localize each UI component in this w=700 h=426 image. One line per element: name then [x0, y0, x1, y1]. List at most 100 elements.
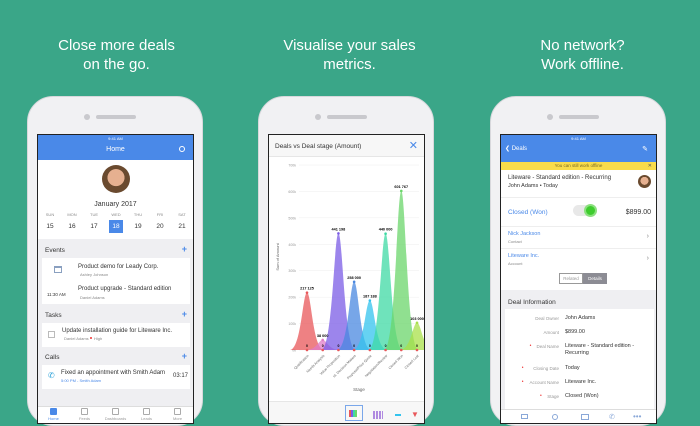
data-point[interactable]: [321, 338, 325, 342]
required-marker: •: [540, 393, 542, 399]
avatar: [102, 165, 130, 193]
account-link[interactable]: Liteware Inc.: [508, 253, 540, 259]
area-peak[interactable]: [321, 233, 356, 350]
leads-icon: [143, 408, 150, 415]
data-point[interactable]: [352, 280, 356, 284]
search-icon[interactable]: [179, 146, 185, 152]
chevron-right-icon: ›: [646, 233, 649, 240]
field-value: Liteware - Standard edition - Recurring: [565, 343, 635, 356]
data-label: 441 198: [332, 227, 346, 231]
data-point[interactable]: [384, 232, 387, 236]
field-label: Stage: [547, 394, 559, 399]
task-checkbox[interactable]: [48, 331, 55, 338]
task-item[interactable]: Update installation guide for Liteware I…: [62, 328, 173, 334]
offline-banner: You can still work offline: [501, 162, 656, 170]
dashboards-icon: [112, 408, 119, 415]
data-point[interactable]: [368, 299, 372, 302]
data-label: 440 000: [379, 228, 393, 232]
thumbs-up-icon: [584, 204, 597, 217]
edit-icon[interactable]: ✎: [642, 146, 648, 153]
tab-details[interactable]: Details: [583, 273, 607, 284]
event-time: 11:30 AM: [47, 292, 66, 297]
area-chart-button[interactable]: [345, 405, 363, 421]
day-cell[interactable]: 21: [178, 223, 186, 230]
won-toggle[interactable]: [573, 204, 597, 217]
bar-chart-button[interactable]: [373, 411, 383, 419]
zero-point: [384, 348, 387, 352]
data-label: 258 000: [347, 276, 361, 280]
call-item[interactable]: Fixed an appointment with Smith Adam: [61, 370, 166, 376]
zero-point: [415, 348, 419, 352]
tab-feeds[interactable]: Feeds: [69, 406, 100, 423]
area-peak[interactable]: [289, 292, 325, 350]
stage-status: Closed (Won): [508, 209, 548, 216]
tab-leads[interactable]: Leads: [131, 406, 162, 423]
zero-label: 0: [385, 344, 387, 348]
headline-3: No network? Work offline.: [540, 37, 625, 73]
zero-point: [399, 348, 403, 352]
contact-link[interactable]: Nick Jackson: [508, 231, 541, 237]
area-peak[interactable]: [384, 190, 419, 350]
zero-label: 0: [306, 344, 308, 348]
tab-home[interactable]: Home: [38, 406, 69, 423]
weekday-label: FRI: [156, 212, 164, 217]
add-call-button[interactable]: +: [181, 351, 187, 361]
task-priority: High: [94, 336, 103, 341]
event-item[interactable]: Product upgrade - Standard edition: [78, 286, 172, 292]
line-chart-button[interactable]: [395, 414, 401, 416]
headline-2: Visualise your sales metrics.: [283, 37, 416, 73]
add-task-button[interactable]: +: [181, 309, 187, 319]
owner-avatar: [638, 175, 651, 188]
phone-chart: Deals vs Deal stage (Amount) ✕ 0k 100k 200…: [258, 96, 434, 426]
day-cell[interactable]: 15: [46, 223, 54, 230]
zero-point: [368, 348, 372, 352]
more-icon: [174, 408, 181, 415]
field-label: Account Name: [529, 380, 559, 385]
zero-point: [352, 348, 356, 352]
tab-dashboards[interactable]: Dashboards: [100, 406, 131, 423]
call-icon[interactable]: ✆: [609, 414, 615, 421]
close-banner-icon[interactable]: ✕: [647, 163, 652, 169]
data-point[interactable]: [399, 189, 403, 193]
y-tick-label: 0k: [292, 349, 296, 353]
event-item[interactable]: Product demo for Leady Corp.: [78, 264, 159, 270]
add-event-button[interactable]: +: [181, 244, 187, 254]
status-bar: 9:41 AM: [108, 136, 123, 141]
weekday-label: TUE: [90, 212, 98, 217]
data-label: 103 000: [410, 317, 424, 321]
weekday-label: THU: [133, 212, 143, 217]
day-cell[interactable]: 18: [109, 220, 123, 233]
area-peak[interactable]: [399, 322, 425, 350]
deal-info-header: Deal Information: [508, 299, 556, 306]
day-cell[interactable]: 20: [156, 223, 164, 230]
home-screen: 9:41 AM Home January 2017 SUN 15 MON 16 TUE 1…: [37, 134, 194, 424]
day-cell[interactable]: 17: [90, 223, 98, 230]
tab-more[interactable]: More: [162, 406, 193, 423]
chevron-right-icon: ›: [646, 255, 649, 262]
funnel-chart-button[interactable]: ▼: [411, 410, 419, 419]
data-point[interactable]: [415, 321, 419, 325]
more-icon[interactable]: •••: [633, 412, 642, 421]
deal-screen: 9:41 AM ❮ Deals ✎ You can still work off…: [500, 134, 657, 424]
zero-point: [337, 348, 340, 352]
field-label: Deal Owner: [535, 316, 559, 321]
feeds-icon: [81, 408, 88, 415]
mail-icon[interactable]: [521, 414, 528, 419]
required-marker: •: [529, 343, 532, 349]
tab-label: Feeds: [78, 416, 91, 421]
data-point[interactable]: [305, 291, 309, 294]
y-tick-label: 200k: [288, 296, 296, 300]
back-button[interactable]: ❮ Deals: [505, 146, 528, 152]
data-label: 38 000: [317, 334, 329, 338]
home-title: Home: [106, 146, 125, 153]
day-cell[interactable]: 16: [68, 223, 76, 230]
calendar-icon[interactable]: [581, 414, 589, 420]
field-label: Deal Name: [536, 344, 559, 349]
close-icon[interactable]: ✕: [408, 140, 418, 152]
zero-point: [305, 348, 309, 352]
checkin-icon[interactable]: [552, 414, 558, 420]
call-duration: 03:17: [172, 373, 188, 379]
data-point[interactable]: [337, 232, 340, 235]
day-cell[interactable]: 19: [134, 223, 142, 230]
tab-related[interactable]: Related: [559, 273, 583, 284]
